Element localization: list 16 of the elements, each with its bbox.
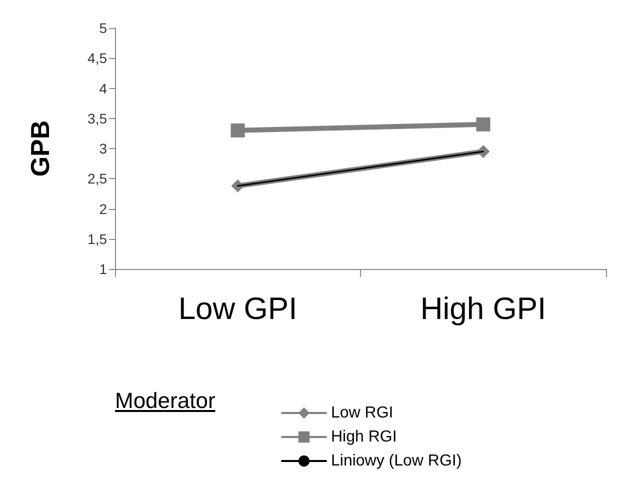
- x-tick-label: Low GPI: [178, 291, 298, 326]
- legend-label: Liniowy (Low RGI): [331, 452, 462, 470]
- legend-label: Low RGI: [331, 404, 394, 422]
- y-tick-label: 3: [99, 140, 108, 156]
- y-tick-label: 5: [99, 20, 108, 36]
- legend-label: High RGI: [331, 428, 397, 446]
- y-tick-label: 2: [99, 200, 108, 217]
- y-tick-label: 2,5: [88, 170, 108, 187]
- y-tick-label: 3,5: [88, 110, 108, 126]
- x-tick-label: High GPI: [420, 291, 546, 326]
- y-tick-label: 4,5: [88, 50, 108, 66]
- y-tick-label: 4: [99, 80, 108, 96]
- legend-title: Moderator: [115, 388, 216, 414]
- y-axis-title: GPB: [25, 120, 55, 177]
- y-tick-label: 1,5: [88, 230, 108, 247]
- y-tick-label: 1: [99, 261, 108, 277]
